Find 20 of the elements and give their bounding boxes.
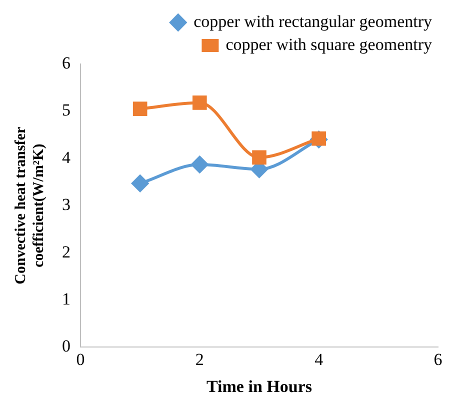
x-tick-label: 2 <box>195 350 204 369</box>
y-tick-label: 0 <box>62 336 70 356</box>
legend-label: copper with square geomentry <box>226 34 432 54</box>
point <box>192 96 207 110</box>
y-tick-label: 5 <box>62 100 70 120</box>
y-tick-label: 2 <box>62 242 70 262</box>
x-axis-title: Time in Hours <box>206 377 312 396</box>
x-tick-label: 6 <box>434 350 442 369</box>
point <box>252 150 266 165</box>
legend-label: copper with rectangular geomentry <box>194 12 432 31</box>
point <box>132 102 148 116</box>
x-tick-label: 4 <box>314 350 324 369</box>
y-tick-label: 1 <box>62 289 70 308</box>
point <box>191 156 208 174</box>
point <box>132 174 149 192</box>
y-tick-label: 3 <box>62 195 70 214</box>
y-axis-title: Convective heat transfer coefficient(W/m²K) <box>12 126 47 284</box>
x-tick-label: 0 <box>76 350 85 369</box>
y-tick-label: 6 <box>62 53 70 72</box>
y-tick-label: 4 <box>62 148 71 167</box>
